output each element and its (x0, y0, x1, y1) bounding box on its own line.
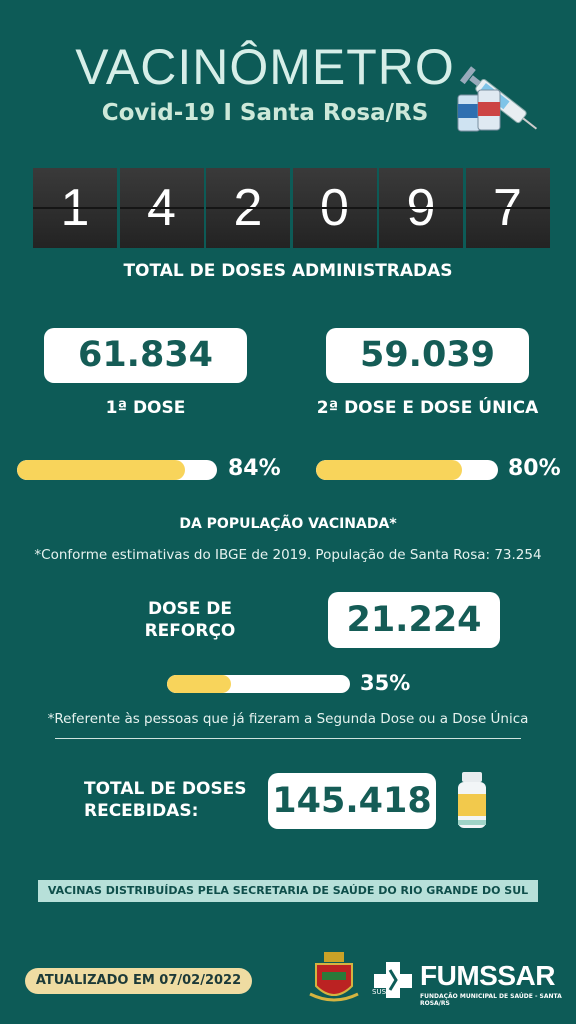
counter-digit: 0 (292, 168, 377, 248)
received-label: TOTAL DE DOSES RECEBIDAS: (84, 779, 247, 821)
second-dose-percent: 80% (508, 456, 561, 481)
updated-pill: ATUALIZADO EM 07/02/2022 (25, 968, 252, 994)
progress-fill (316, 460, 462, 480)
fumssar-caption: FUNDAÇÃO MUNICIPAL DE SAÚDE - SANTA ROSA… (420, 993, 562, 1007)
banner: VACINAS DISTRIBUÍDAS PELA SECRETARIA DE … (38, 880, 538, 902)
booster-label: DOSE DE REFORÇO (144, 599, 236, 641)
title: VACINÔMETRO (75, 39, 455, 95)
population-caption: DA POPULAÇÃO VACINADA* (179, 516, 397, 532)
fumssar-name: FUMSSAR (420, 960, 555, 991)
counter-label: TOTAL DE DOSES ADMINISTRADAS (123, 261, 453, 281)
vial-icon (458, 772, 486, 828)
progress-fill (17, 460, 185, 480)
progress-fill (167, 675, 232, 693)
progress-track (17, 460, 217, 480)
counter-digit: 9 (379, 168, 463, 248)
first-dose-total: 61.834 (44, 328, 247, 383)
second-dose-total: 59.039 (326, 328, 529, 383)
fumssar-cross (374, 962, 412, 998)
population-note: *Conforme estimativas do IBGE de 2019. P… (34, 547, 542, 563)
vaccine-icon (457, 66, 538, 132)
booster-total: 21.224 (328, 592, 500, 648)
progress-track (316, 460, 498, 480)
booster-percent: 35% (360, 671, 411, 695)
counter-digit: 4 (119, 168, 204, 248)
booster-note: *Referente às pessoas que já fizeram a S… (47, 711, 529, 727)
coat-of-arms (309, 952, 359, 1002)
progress-track (167, 675, 350, 693)
received-total: 145.418 (268, 773, 436, 829)
counter-digit: 1 (33, 168, 117, 248)
sus-text: SUS (372, 988, 387, 996)
counter-digit: 7 (465, 168, 550, 248)
second-dose-label: 2ª DOSE E DOSE ÚNICA (316, 398, 539, 418)
subtitle: Covid-19 I Santa Rosa/RS (101, 100, 429, 126)
first-dose-percent: 84% (228, 456, 281, 481)
divider (55, 738, 521, 739)
counter-digit: 2 (206, 168, 290, 248)
first-dose-label: 1ª DOSE (105, 398, 186, 418)
